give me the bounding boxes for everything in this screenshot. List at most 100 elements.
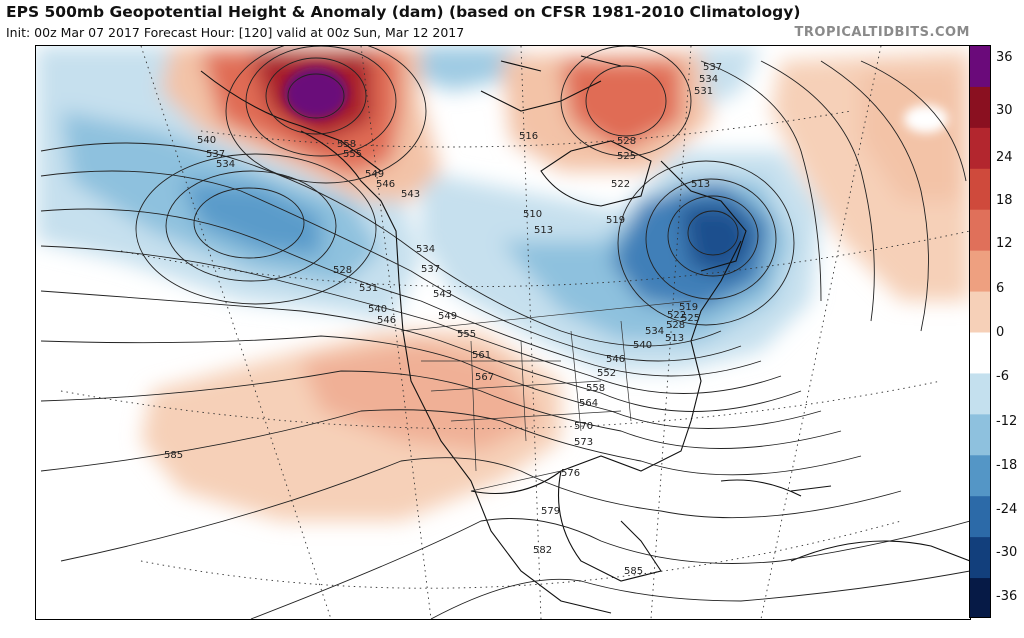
contour-label: 540 [368, 304, 387, 315]
neg-anomaly-greenland [691, 46, 761, 111]
hudson-bay [540, 140, 652, 207]
mexico-coast [558, 470, 662, 582]
contour-label: 522 [667, 310, 686, 321]
colorbar-label: 6 [996, 281, 1005, 296]
colorbar-segment [970, 86, 990, 129]
contour-label: 552 [597, 368, 616, 379]
colorbar-segment [970, 291, 990, 333]
contour-label: 579 [541, 506, 560, 517]
contour-label: 534 [699, 74, 718, 85]
contour-label: 528 [666, 320, 685, 331]
colorbar-segment [970, 578, 990, 617]
anomaly-map: 537 534 531 528 525 522 516 519 513 510 … [36, 46, 970, 619]
contour-label: 585 [624, 566, 643, 577]
contour-label: 537 [421, 264, 440, 275]
contour-label: 549 [438, 311, 457, 322]
contour-label: 525 [681, 313, 700, 324]
contour-label: 525 [617, 151, 636, 162]
colorbar-label: 0 [996, 325, 1005, 340]
canadian-archipelago [480, 55, 622, 112]
colorbar-label: 24 [996, 150, 1013, 165]
west-coast [300, 130, 612, 614]
south-america [790, 540, 970, 562]
colorbar-segment [970, 332, 990, 374]
map-panel: 537 534 531 528 525 522 516 519 513 510 … [35, 45, 971, 620]
colorbar-segment [970, 455, 990, 497]
pos-anomaly-east-inner [861, 71, 961, 201]
contour-label: 555 [343, 149, 362, 160]
colorbar-label: -24 [996, 502, 1018, 517]
contour-label: 537 [703, 62, 722, 73]
colorbar-segment [970, 127, 990, 170]
lat-lon-grid [60, 46, 970, 619]
contour-label: 519 [679, 302, 698, 313]
contour-label: 567 [475, 372, 494, 383]
colorbar-segment [970, 414, 990, 456]
colorbar-label: -6 [996, 369, 1009, 384]
contour-label: 546 [606, 354, 625, 365]
contour-label: 558 [586, 383, 605, 394]
contour-label: 513 [665, 333, 684, 344]
neg-anomaly-arctic [401, 46, 521, 91]
neg-anomaly-pacific-deep [181, 181, 321, 256]
contour-label: 531 [694, 86, 713, 97]
colorbar-label: 12 [996, 236, 1013, 251]
colorbar-label: 30 [996, 103, 1013, 118]
contour-label: 555 [457, 329, 476, 340]
contour-label: 546 [377, 315, 396, 326]
colorbar-label: -18 [996, 458, 1018, 473]
contour-label: 576 [561, 468, 580, 479]
contour-label: 546 [376, 179, 395, 190]
contour-label: 534 [645, 326, 664, 337]
contour-label: 540 [197, 135, 216, 146]
contour-label: 543 [401, 189, 420, 200]
contour-label: 537 [206, 149, 225, 160]
contour-label: 528 [617, 136, 636, 147]
colorbar-label: 18 [996, 193, 1013, 208]
contour-label: 540 [633, 340, 652, 351]
contour-label: 558 [337, 139, 356, 150]
colorbar-segment [970, 168, 990, 211]
colorbar-segment [970, 209, 990, 252]
colorbar-segment [970, 373, 990, 415]
contour-label: 531 [359, 283, 378, 294]
colorbar-label: -36 [996, 589, 1018, 604]
chart-title: EPS 500mb Geopotential Height & Anomaly … [6, 3, 801, 21]
hispaniola [790, 485, 832, 492]
gulf-coast [470, 240, 742, 494]
contour-label: 534 [216, 159, 235, 170]
colorbar-segment [970, 250, 990, 293]
colorbar-segment [970, 46, 990, 88]
anomaly-colorbar [969, 45, 991, 618]
contour-label: 513 [691, 179, 710, 190]
colorbar-label: 36 [996, 50, 1013, 65]
alaska-coast [200, 70, 382, 172]
coastlines [200, 55, 970, 614]
contour-label: 549 [365, 169, 384, 180]
contour-label: 528 [333, 265, 352, 276]
anomaly-shading [36, 46, 970, 521]
pos-anomaly-southwest-core [301, 341, 541, 451]
contour-label: 510 [523, 209, 542, 220]
contour-label: 543 [433, 289, 452, 300]
contour-label: 516 [519, 131, 538, 142]
height-contours [40, 46, 970, 619]
site-credit: TROPICALTIDBITS.COM [794, 25, 970, 40]
colorbar-segment [970, 496, 990, 538]
east-white-spot [904, 105, 948, 133]
contour-label: 573 [574, 437, 593, 448]
contour-label: 534 [416, 244, 435, 255]
contour-label: 561 [472, 350, 491, 361]
contour-label: 564 [579, 398, 598, 409]
colorbar-segment [970, 537, 990, 579]
anomaly-detail [284, 67, 948, 133]
contour-label: 585 [164, 450, 183, 461]
colorbar-label: -30 [996, 545, 1018, 560]
contour-label: 519 [606, 215, 625, 226]
labrador-coast [660, 160, 747, 272]
chart-subtitle: Init: 00z Mar 07 2017 Forecast Hour: [12… [6, 25, 465, 40]
contour-label: 582 [533, 545, 552, 556]
contour-label: 570 [574, 421, 593, 432]
contour-labels: 537 534 531 528 525 522 516 519 513 510 … [164, 62, 722, 577]
contour-label: 522 [611, 179, 630, 190]
